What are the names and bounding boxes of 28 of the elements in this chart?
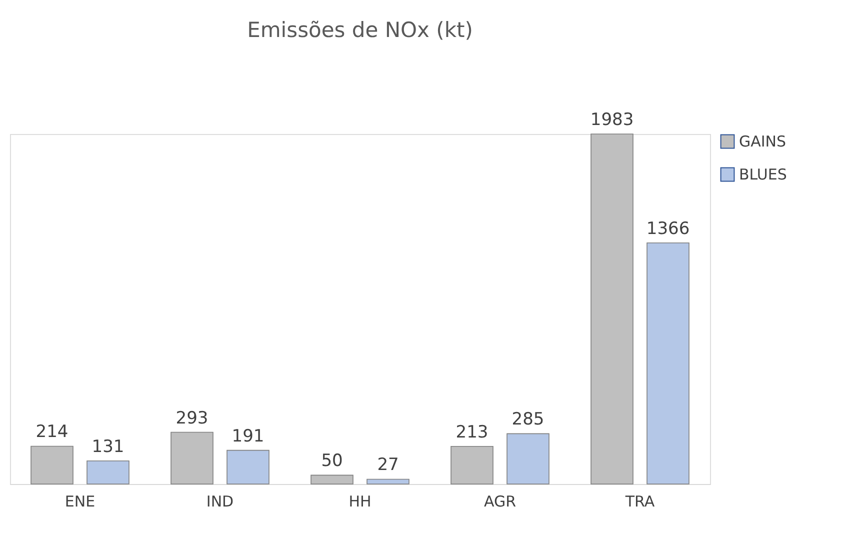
x-tick-label: HH — [348, 492, 372, 510]
bar — [450, 446, 494, 484]
data-label: 293 — [176, 408, 208, 428]
bar — [310, 474, 354, 484]
data-label: 1366 — [646, 218, 690, 239]
legend-label: BLUES — [739, 166, 787, 184]
bar — [86, 460, 130, 484]
chart-title: Emissões de NOx (kt) — [247, 18, 473, 42]
x-tick-label: ENE — [64, 492, 96, 510]
bar — [170, 432, 214, 484]
data-label: 50 — [321, 451, 343, 472]
bar — [30, 446, 74, 484]
data-label: 214 — [36, 422, 68, 442]
data-label: 1983 — [590, 110, 634, 130]
data-label: 131 — [92, 436, 124, 457]
bar — [590, 134, 634, 484]
x-tick-label: IND — [206, 492, 234, 510]
data-label: 285 — [512, 410, 544, 430]
bar — [646, 242, 690, 484]
bar — [226, 450, 270, 484]
data-label: 213 — [456, 422, 488, 442]
x-tick-label: TRA — [624, 492, 656, 510]
data-label: 27 — [377, 455, 399, 476]
x-tick-label: AGR — [484, 492, 516, 510]
bar — [366, 478, 410, 484]
bar — [506, 433, 550, 484]
legend-label: GAINS — [739, 132, 786, 150]
data-label: 191 — [232, 426, 264, 446]
